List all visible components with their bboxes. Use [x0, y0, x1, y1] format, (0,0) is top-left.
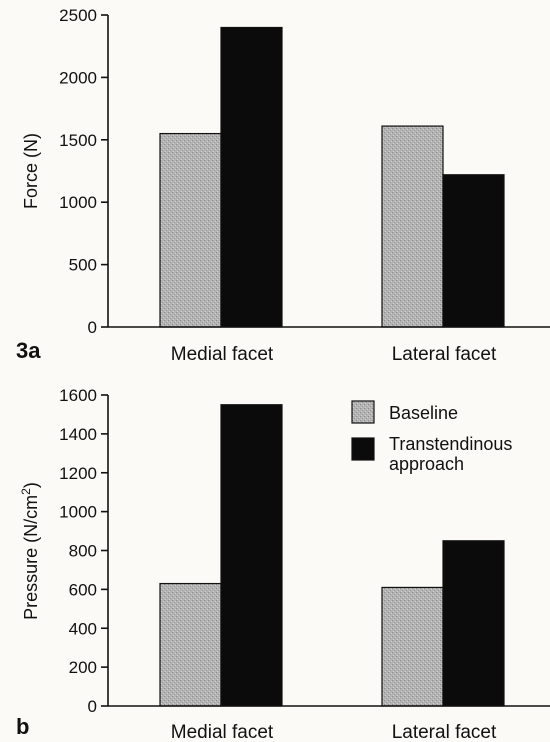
- force-y-ticks: 0 500 1000 1500 2000 2500: [59, 6, 108, 337]
- pressure-y-axis-title: Pressure (N/cm2): [19, 482, 41, 620]
- force-bar-lateral-baseline: [381, 125, 444, 328]
- pressure-y-tick-label: 1400: [59, 425, 97, 444]
- pressure-bar-medial-baseline: [159, 582, 222, 707]
- pressure-y-tick-label: 600: [69, 580, 97, 599]
- pressure-y-tick-label: 200: [69, 658, 97, 677]
- force-y-tick-label: 2000: [59, 68, 97, 87]
- force-category-medial: Medial facet: [171, 344, 274, 365]
- pressure-y-axis-title-sup: 2: [19, 488, 33, 495]
- pressure-y-tick-label: 400: [69, 619, 97, 638]
- force-bars: [159, 26, 505, 328]
- legend: Baseline Transtendinous approach: [351, 400, 512, 474]
- force-category-lateral: Lateral facet: [392, 344, 497, 365]
- pressure-y-tick-label: 1000: [59, 503, 97, 522]
- legend-label-baseline: Baseline: [389, 403, 458, 423]
- pressure-y-tick-label: 1200: [59, 464, 97, 483]
- pressure-y-ticks: 0 200 400 600 800 1000 1200 1400 1600: [59, 386, 108, 716]
- pressure-bar-medial-transtendinous: [220, 404, 283, 707]
- force-y-tick-label: 0: [88, 318, 97, 337]
- legend-label-transtendinous-line1: Transtendinous: [389, 434, 512, 454]
- force-y-tick-label: 2500: [59, 6, 97, 25]
- pressure-y-axis-title-base: Pressure (N/cm: [21, 495, 41, 620]
- force-bar-lateral-transtendinous: [442, 174, 505, 328]
- force-y-tick-label: 1500: [59, 131, 97, 150]
- force-y-axis-title: Force (N): [21, 133, 41, 209]
- panel-label-a: 3a: [16, 338, 41, 363]
- pressure-bar-lateral-baseline: [381, 586, 444, 707]
- force-bar-medial-baseline: [159, 132, 222, 328]
- pressure-chart: 0 200 400 600 800 1000 1200 1400 1600 Pressure (…: [16, 386, 550, 742]
- force-chart: 0 500 1000 1500 2000 2500 Force (N) 3a Medial…: [16, 6, 550, 365]
- pressure-bar-lateral-transtendinous: [442, 540, 505, 707]
- pressure-category-lateral: Lateral facet: [392, 722, 497, 742]
- pressure-y-tick-label: 1600: [59, 386, 97, 405]
- pressure-y-axis-title-end: ): [21, 482, 41, 488]
- legend-label-transtendinous-line2: approach: [389, 454, 464, 474]
- force-y-tick-label: 1000: [59, 193, 97, 212]
- pressure-y-tick-label: 800: [69, 542, 97, 561]
- force-y-tick-label: 500: [69, 256, 97, 275]
- legend-swatch-baseline: [351, 400, 375, 424]
- force-bar-medial-transtendinous: [220, 26, 283, 328]
- panel-label-b: b: [16, 714, 29, 739]
- legend-swatch-transtendinous: [351, 437, 375, 461]
- pressure-bars: [159, 404, 505, 707]
- pressure-category-medial: Medial facet: [171, 722, 274, 742]
- pressure-y-tick-label: 0: [88, 697, 97, 716]
